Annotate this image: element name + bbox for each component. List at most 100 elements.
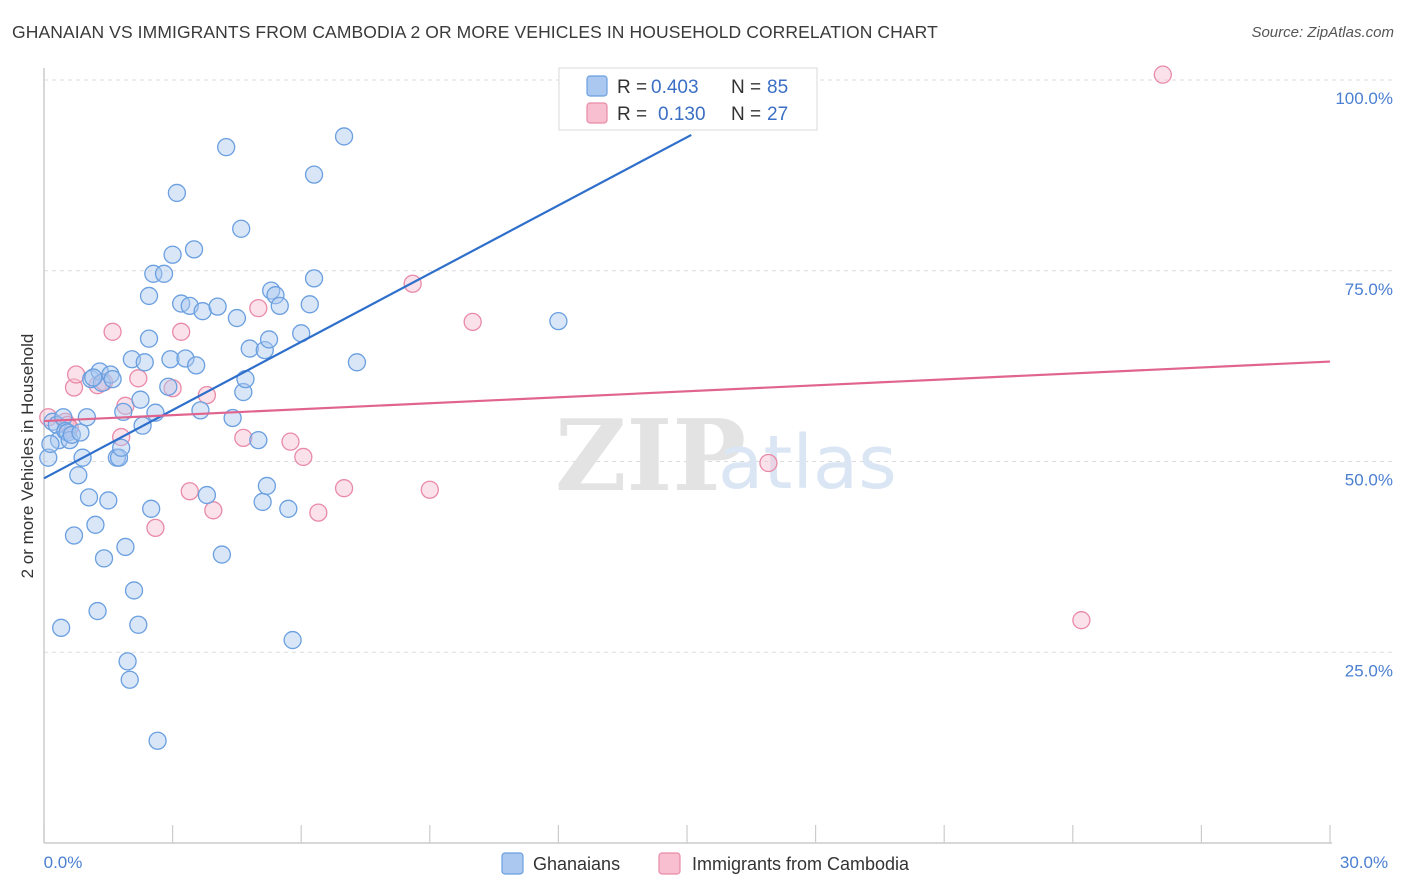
ghanaians-point-56 <box>197 485 217 505</box>
cambodia-point-26 <box>463 312 482 332</box>
cambodia-point-12 <box>146 518 165 538</box>
ghanaians-point-10 <box>64 526 84 545</box>
ghanaians-point-4 <box>51 618 71 637</box>
ghanaians-point-12 <box>71 423 90 442</box>
x-ticks <box>43 825 1331 843</box>
legend-n-label-1: N = <box>731 77 761 98</box>
legend-swatch-cambodia <box>586 102 608 124</box>
ghanaians-point-11 <box>69 466 88 485</box>
bottom-legend-swatch-ghanaians <box>501 852 524 875</box>
ghanaians-point-27 <box>112 438 131 457</box>
ghanaians-point-35 <box>131 390 150 409</box>
ghanaians-point-81 <box>347 353 367 372</box>
ghanaians-point-53 <box>187 356 206 375</box>
chart-title: GHANAIAN VS IMMIGRANTS FROM CAMBODIA 2 O… <box>12 22 938 42</box>
cambodia-point-28 <box>1072 611 1091 630</box>
ghanaians-point-50 <box>176 349 195 368</box>
cambodia-point-17 <box>204 501 223 520</box>
cambodia-point-21 <box>294 447 313 467</box>
ghanaians-point-24 <box>103 369 122 389</box>
ghanaians-point-84 <box>84 368 103 387</box>
legend-swatch-ghanaians <box>586 75 608 97</box>
ghanaians-point-74 <box>279 499 298 518</box>
y-tick-label-75: 75.0% <box>1345 280 1393 299</box>
cambodia-point-29 <box>1153 65 1172 84</box>
ghanaians-point-29 <box>116 537 135 557</box>
trend-line-ghanaians <box>43 133 692 480</box>
ghanaians-point-66 <box>249 430 268 450</box>
cambodia-point-20 <box>281 432 300 451</box>
cambodia-point-5 <box>67 365 86 384</box>
legend-r-label-1: R = <box>617 77 647 98</box>
ghanaians-point-21 <box>94 549 114 568</box>
ghanaians-point-68 <box>255 340 274 360</box>
ghanaians-point-65 <box>240 339 259 358</box>
source-label: Source: ZipAtlas.com <box>1251 24 1394 41</box>
ghanaians-point-59 <box>217 137 236 157</box>
bottom-legend-label-ghanaians: Ghanaians <box>533 854 620 874</box>
ghanaians-point-79 <box>304 269 324 288</box>
y-tick-labels: 25.0% 50.0% 75.0% 100.0% <box>1335 89 1393 680</box>
ghanaians-point-33 <box>124 581 144 600</box>
ghanaians-point-60 <box>223 408 242 428</box>
ghanaians-point-46 <box>161 350 180 369</box>
trend-lines <box>43 133 1331 480</box>
ghanaians-point-72 <box>266 286 285 305</box>
watermark-atlas: atlas <box>718 420 897 506</box>
ghanaians-point-64 <box>236 369 255 389</box>
bottom-legend: Ghanaians Immigrants from Cambodia <box>501 852 910 875</box>
ghanaians-point-14 <box>77 408 97 427</box>
ghanaians-point-82 <box>549 311 568 331</box>
ghanaians-point-52 <box>184 240 204 259</box>
ghanaians-point-30 <box>118 652 137 671</box>
ghanaians-point-38 <box>139 329 159 348</box>
ghanaians-point-39 <box>139 286 159 306</box>
ghanaians-point-40 <box>142 499 161 518</box>
ghanaians-point-80 <box>334 127 354 146</box>
y-axis-label: 2 or more Vehicles in Household <box>18 334 37 579</box>
ghanaians-point-45 <box>159 377 178 396</box>
ghanaians-point-44 <box>154 264 174 283</box>
cambodia-point-11 <box>129 369 148 388</box>
cambodia-point-25 <box>420 480 439 499</box>
ghanaians-point-41 <box>144 264 163 283</box>
ghanaians-point-61 <box>227 308 247 328</box>
gridlines <box>44 79 1392 653</box>
ghanaians-point-18 <box>88 601 107 621</box>
top-legend: R = 0.403 N = 85 R = 0.130 N = 27 <box>558 67 818 131</box>
y-tick-label-25: 25.0% <box>1345 661 1393 680</box>
ghanaians-point-47 <box>163 245 182 264</box>
bottom-legend-label-cambodia: Immigrants from Cambodia <box>692 854 910 874</box>
ghanaians-point-73 <box>270 296 289 315</box>
legend-r-value-2: 0.130 <box>658 104 706 125</box>
ghanaians-point-0 <box>39 448 58 467</box>
x-tick-label-min: 0.0% <box>44 853 83 872</box>
trend-line-cambodia <box>43 360 1331 423</box>
cambodia-point-22 <box>309 503 328 522</box>
ghanaians-point-62 <box>232 219 251 238</box>
ghanaians-point-78 <box>304 165 324 184</box>
ghanaians-point-15 <box>79 488 99 507</box>
x-tick-label-max: 30.0% <box>1340 853 1388 872</box>
watermark-zip: ZIP <box>555 399 746 514</box>
legend-r-value-1: 0.403 <box>651 77 699 98</box>
cambodia-point-14 <box>172 322 191 341</box>
ghanaians-point-77 <box>300 295 319 314</box>
y-tick-label-100: 100.0% <box>1335 89 1393 108</box>
ghanaians-point-83 <box>41 434 60 454</box>
cambodia-point-23 <box>334 479 354 498</box>
cambodia-point-8 <box>103 322 122 341</box>
ghanaians-point-67 <box>253 492 272 512</box>
y-tick-label-50: 50.0% <box>1345 471 1393 490</box>
ghanaians-point-31 <box>120 670 139 689</box>
ghanaians-point-58 <box>212 545 232 564</box>
legend-n-value-2: 27 <box>767 104 788 125</box>
cambodia-point-27 <box>759 453 778 473</box>
ghanaians-point-57 <box>208 297 227 316</box>
axes <box>43 68 1332 844</box>
cambodia-point-15 <box>180 482 199 501</box>
bottom-legend-swatch-cambodia <box>658 852 681 875</box>
series-ghanaians-points <box>39 127 568 750</box>
legend-r-label-2: R = <box>617 104 647 125</box>
